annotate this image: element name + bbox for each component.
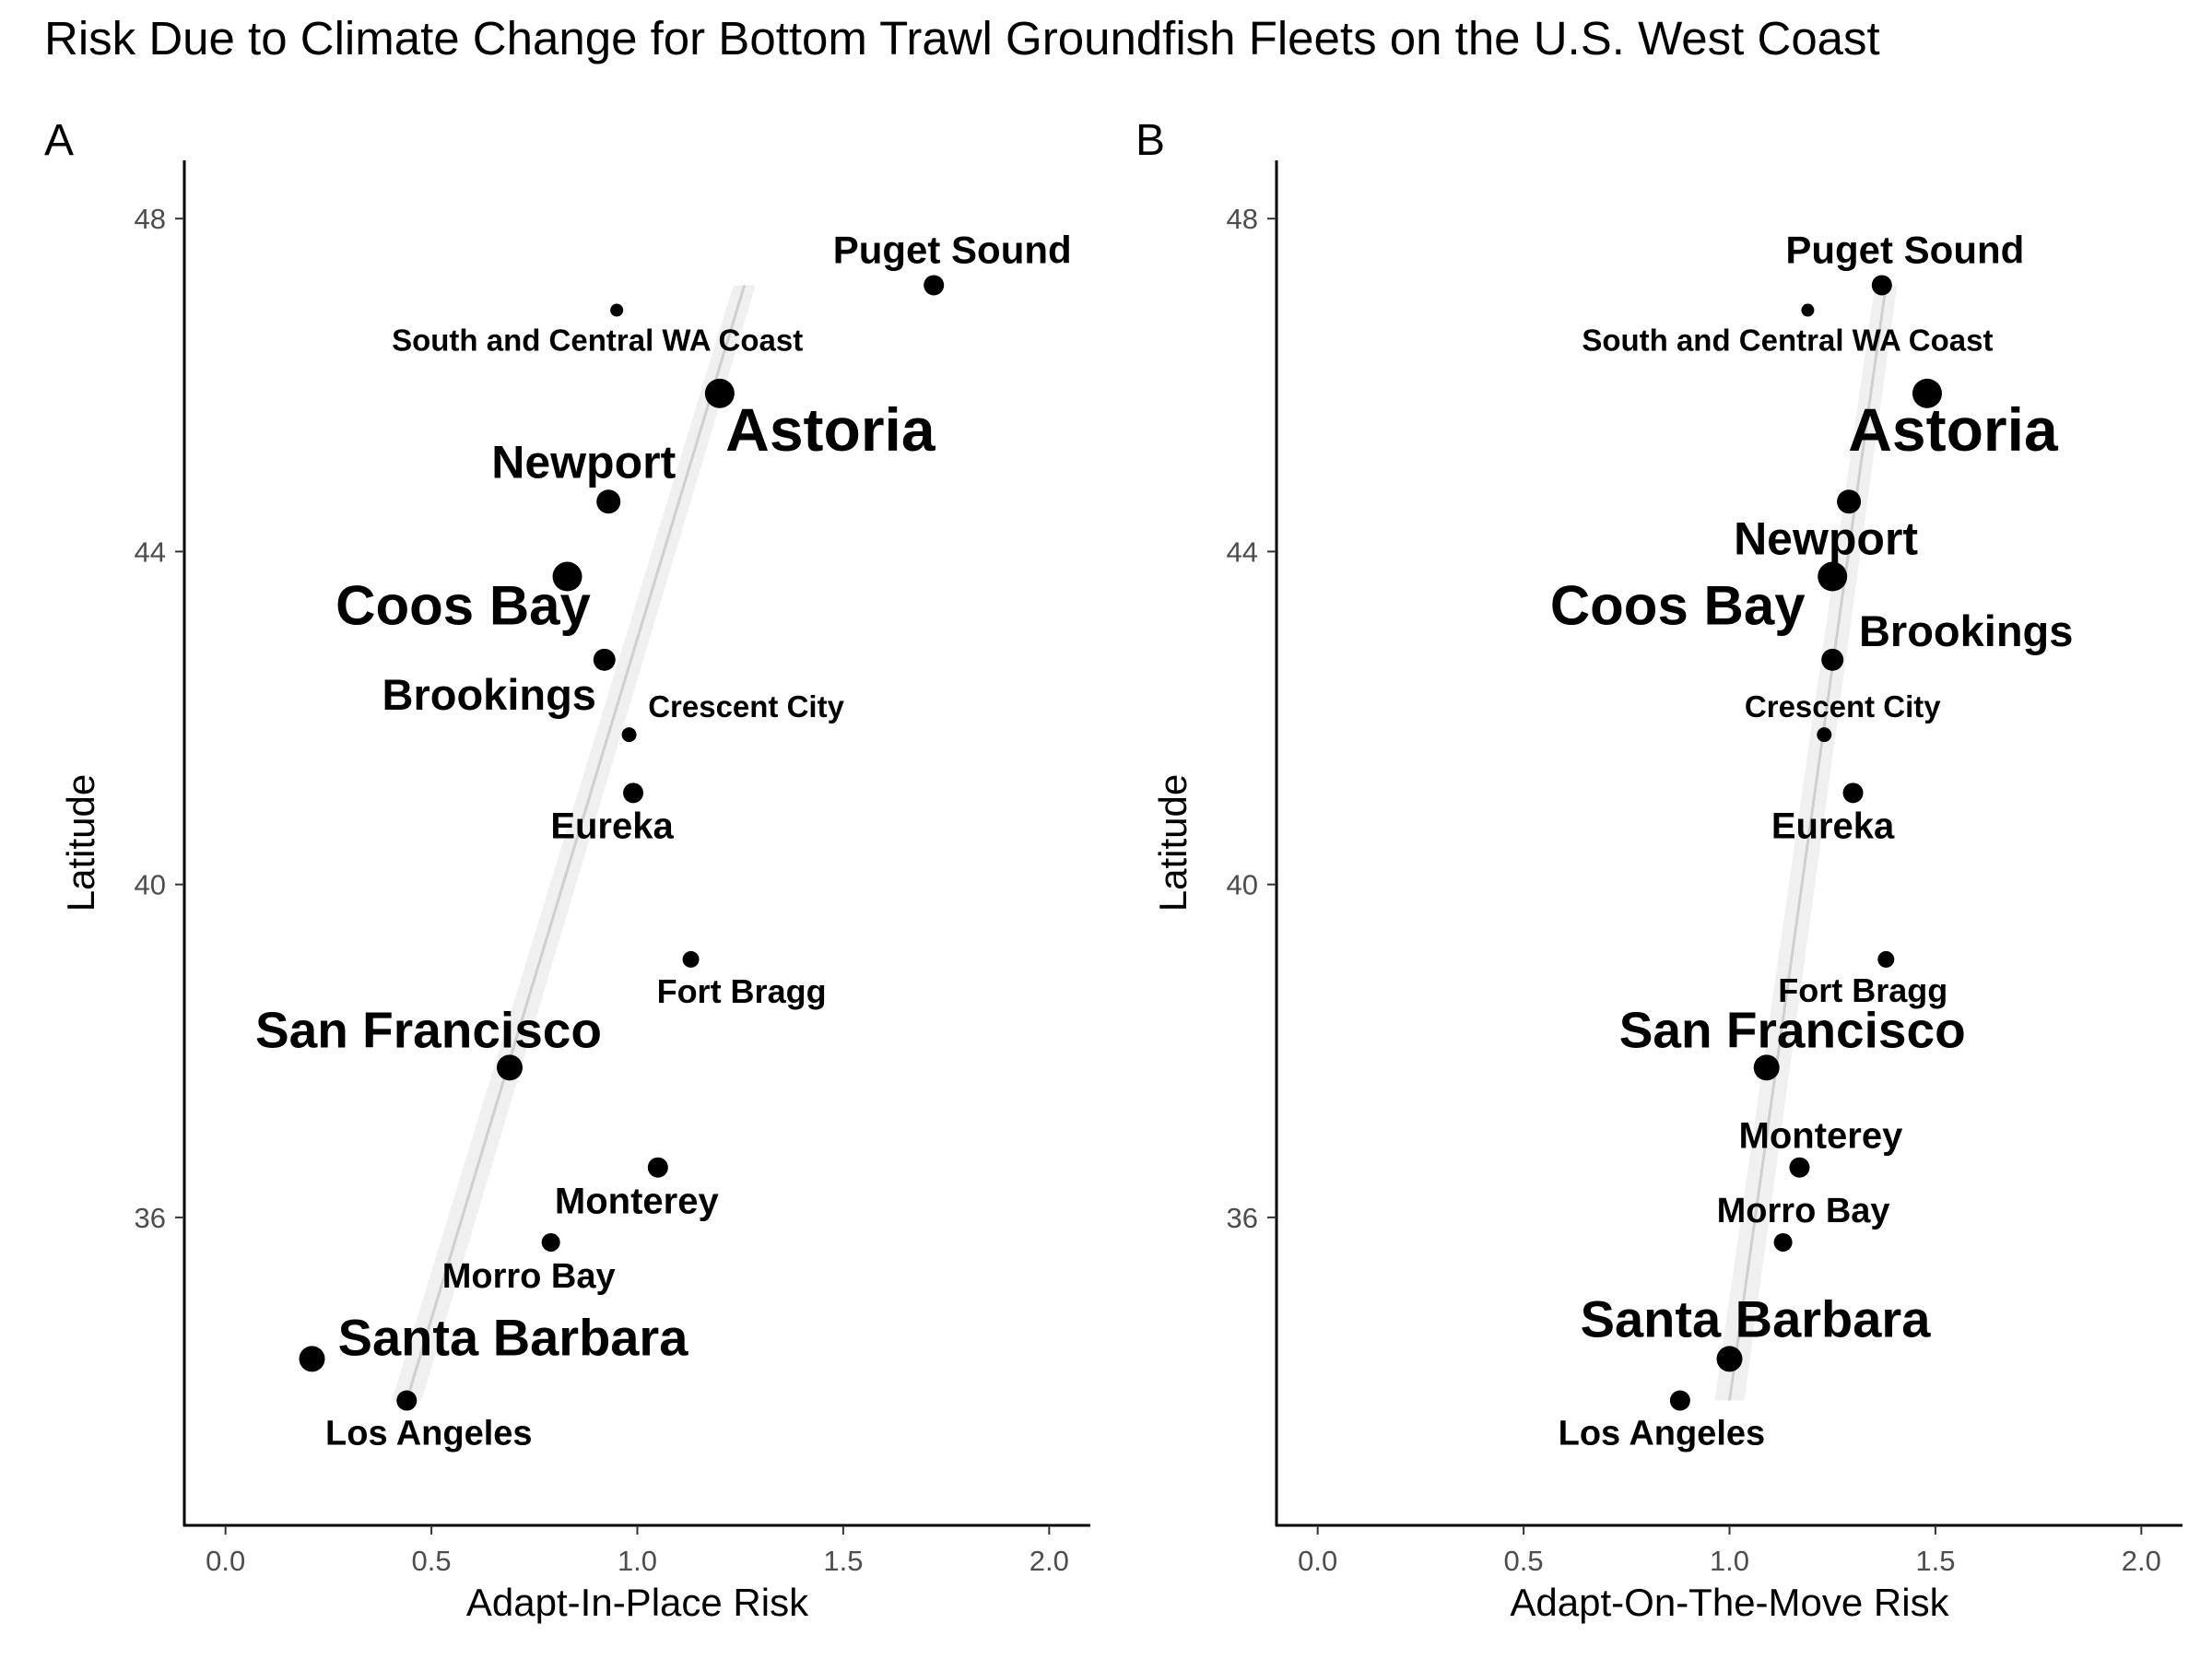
panel-b-label-puget-sound: Puget Sound — [1785, 228, 2024, 271]
panel-a-point-crescent-city — [621, 727, 637, 743]
panel-a-label-los-angeles: Los Angeles — [325, 1415, 533, 1453]
panel-b-point-san-francisco — [1753, 1054, 1780, 1081]
panel-b-label-south-and-central-wa-coast: South and Central WA Coast — [1582, 324, 1993, 358]
panel-b-label: B — [1135, 116, 1165, 165]
panel-a-y-tick-label: 44 — [135, 535, 166, 568]
panel-a-label-monterey: Monterey — [555, 1182, 720, 1222]
panel-a-y-tick-label: 40 — [135, 869, 166, 901]
panel-b-trend-band — [1714, 285, 1898, 1401]
panel-b-label-monterey: Monterey — [1739, 1116, 1904, 1157]
panel-a-label-brookings: Brookings — [382, 670, 596, 719]
panel-a-label-fort-bragg: Fort Bragg — [657, 972, 827, 1010]
panel-b-x-tick-label: 2.0 — [2122, 1545, 2161, 1577]
panel-a-label-puget-sound: Puget Sound — [833, 228, 1072, 271]
panel-b-point-crescent-city — [1817, 727, 1832, 743]
panel-a-x-axis-title: Adapt-In-Place Risk — [466, 1581, 809, 1624]
panel-a-y-axis-title: Latitude — [59, 774, 102, 912]
panel-a-point-fort-bragg — [682, 950, 700, 968]
panel-a-point-newport — [596, 489, 621, 514]
panel-a-label-eureka: Eureka — [550, 806, 674, 846]
panel-b-point-newport — [1837, 489, 1862, 514]
panel-a-y-tick-label: 48 — [135, 203, 166, 235]
chart-title: Risk Due to Climate Change for Bottom Tr… — [44, 12, 1880, 65]
panel-b-label-coos-bay: Coos Bay — [1550, 575, 1806, 637]
panel-a-label-crescent-city: Crescent City — [648, 689, 844, 724]
panel-b-point-morro-bay — [1773, 1232, 1793, 1252]
panel-b-x-axis-title: Adapt-On-The-Move Risk — [1510, 1581, 1949, 1624]
panel-a-x-tick-label: 0.5 — [412, 1545, 452, 1577]
panel-b-y-tick-label: 40 — [1227, 869, 1258, 901]
panel-b-label-santa-barbara: Santa Barbara — [1581, 1289, 1932, 1347]
panel-a-label-san-francisco: San Francisco — [255, 1001, 602, 1058]
panel-a-trend-line — [405, 285, 747, 1401]
panel-a-label-astoria: Astoria — [725, 395, 936, 464]
panel-a-point-los-angeles — [396, 1390, 418, 1411]
panel-b-label-newport: Newport — [1734, 512, 1918, 564]
panel-a-point-morro-bay — [541, 1232, 560, 1252]
panel-b-trend-line — [1728, 285, 1888, 1401]
panel-b-point-brookings — [1821, 648, 1844, 671]
panel-a-x-tick-label: 0.0 — [206, 1545, 245, 1577]
panel-a-label-south-and-central-wa-coast: South and Central WA Coast — [392, 324, 803, 358]
panel-b-y-tick-label: 48 — [1227, 203, 1258, 235]
panel-b-point-eureka — [1842, 782, 1864, 804]
panel-a-x-tick-label: 1.5 — [823, 1545, 863, 1577]
panel-a-y-tick-label: 36 — [135, 1202, 166, 1234]
panel-a-point-astoria — [704, 378, 735, 408]
panel-a-label-morro-bay: Morro Bay — [442, 1257, 616, 1296]
panel-b-label-astoria: Astoria — [1848, 395, 2059, 464]
panel-a-point-san-francisco — [496, 1054, 523, 1081]
panel-b-y-axis-title: Latitude — [1151, 774, 1194, 912]
panel-a-point-brookings — [593, 648, 616, 671]
panel-b-point-santa-barbara — [1716, 1346, 1743, 1372]
panel-b-point-astoria — [1912, 378, 1942, 408]
panel-b-x-tick-label: 0.5 — [1504, 1545, 1544, 1577]
panel-a-x-tick-label: 2.0 — [1030, 1545, 1069, 1577]
panel-b-label-morro-bay: Morro Bay — [1717, 1192, 1890, 1230]
panel-a-point-south-and-central-wa-coast — [610, 303, 624, 317]
panel-b-point-los-angeles — [1669, 1390, 1690, 1411]
panel-a-label-newport: Newport — [491, 436, 676, 488]
panel-b-label-crescent-city: Crescent City — [1745, 689, 1941, 724]
panel-b-point-south-and-central-wa-coast — [1801, 303, 1815, 317]
panel-a-point-eureka — [623, 782, 644, 804]
panel-a-point-monterey — [647, 1157, 668, 1178]
panel-b-y-tick-label: 36 — [1227, 1202, 1258, 1234]
panel-b-label-san-francisco: San Francisco — [1619, 1001, 1966, 1058]
panel-a-point-puget-sound — [924, 275, 945, 296]
panel-a-x-tick-label: 1.0 — [618, 1545, 657, 1577]
panel-b-point-monterey — [1789, 1157, 1810, 1178]
panel-a-point-santa-barbara — [299, 1346, 325, 1372]
panel-b-label-eureka: Eureka — [1771, 806, 1895, 846]
panel-a-label-santa-barbara: Santa Barbara — [338, 1308, 689, 1366]
panel-b-point-puget-sound — [1871, 275, 1892, 296]
panel-b-label-fort-bragg: Fort Bragg — [1778, 971, 1947, 1009]
panel-b-label-los-angeles: Los Angeles — [1559, 1415, 1766, 1453]
panel-b-point-fort-bragg — [1877, 950, 1895, 968]
panel-b-y-tick-label: 44 — [1227, 535, 1258, 568]
panel-a-label: A — [44, 116, 74, 165]
panel-a-point-coos-bay — [552, 561, 582, 592]
panel-b-x-tick-label: 1.0 — [1710, 1545, 1749, 1577]
panel-a-label-coos-bay: Coos Bay — [335, 575, 591, 637]
panel-b-x-tick-label: 0.0 — [1298, 1545, 1337, 1577]
panel-a-trend-band — [392, 285, 756, 1401]
panel-b-point-coos-bay — [1818, 561, 1848, 592]
panel-b-x-tick-label: 1.5 — [1915, 1545, 1955, 1577]
panel-b-label-brookings: Brookings — [1859, 606, 2073, 655]
